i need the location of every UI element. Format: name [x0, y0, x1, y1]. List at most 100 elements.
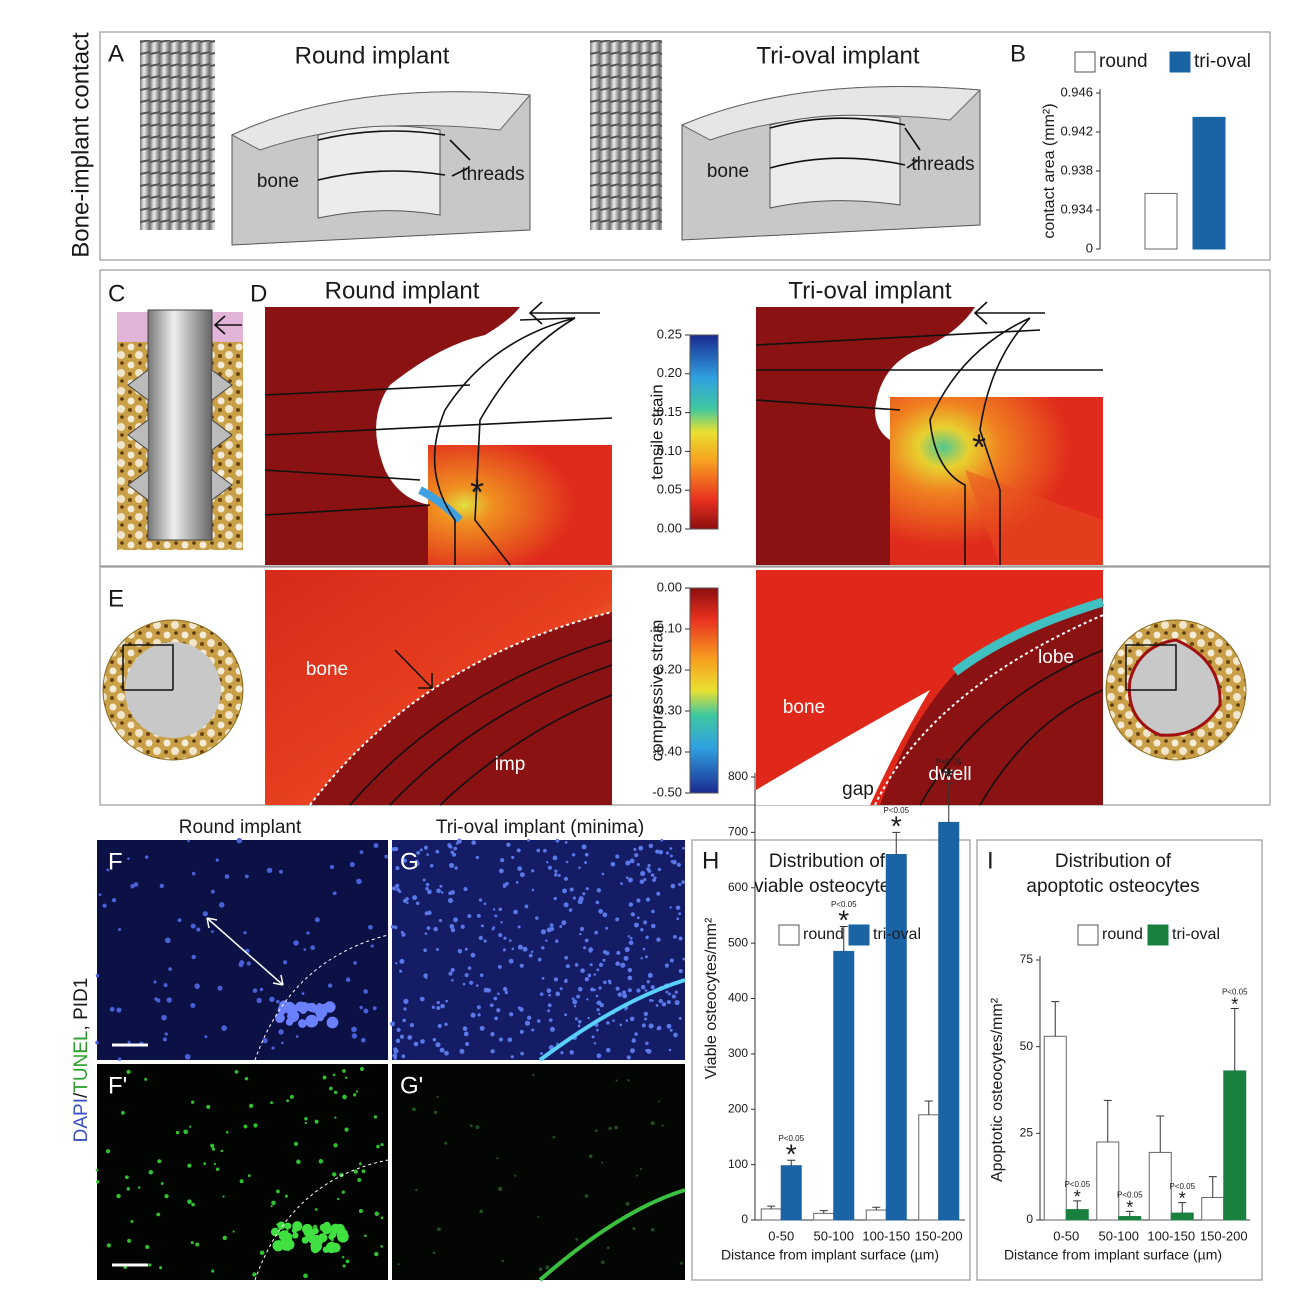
- x-tick-label: 100-150: [862, 1228, 910, 1243]
- error-bar: [1125, 1210, 1134, 1217]
- bar: [1223, 1070, 1247, 1221]
- error-bar: [944, 783, 953, 823]
- region-label: bone: [707, 161, 749, 182]
- colorbar-tick-label: 0.00: [657, 520, 682, 535]
- significance-label: P<0.05: [883, 806, 909, 815]
- chart-title: apoptotic osteocytes: [1026, 876, 1199, 897]
- cross-section: [1105, 619, 1247, 761]
- error-bar: [839, 926, 848, 952]
- chart-title: Distribution of: [1055, 851, 1172, 872]
- significance-mark: *: [1179, 1189, 1186, 1209]
- y-axis-label: contact area (mm²): [1041, 103, 1058, 238]
- panel-box: [99, 566, 1271, 806]
- panel-letter: G': [400, 1072, 423, 1099]
- colorbar-tick-label: -0.20: [652, 661, 682, 676]
- legend-swatch: [1147, 924, 1169, 946]
- colorbar-tick-label: 0.20: [657, 365, 682, 380]
- significance-label: P<0.05: [831, 900, 857, 909]
- significance-mark: *: [1231, 995, 1238, 1015]
- legend-swatch: [1074, 51, 1096, 73]
- error-bar: [1051, 1001, 1060, 1037]
- strain-map: *: [264, 301, 613, 566]
- strain-map: [756, 570, 1105, 806]
- region-label: gap: [842, 779, 874, 800]
- cross-section: [102, 619, 244, 761]
- colorbar-tick-label: -0.10: [652, 620, 682, 635]
- panel-box: [99, 269, 1271, 567]
- y-tick-label: 600: [728, 880, 748, 894]
- panel-title: Tri-oval implant: [788, 277, 951, 304]
- significance-label: P<0.05: [1117, 1191, 1143, 1200]
- stain-part: /: [71, 1092, 92, 1098]
- y-tick-label: 200: [728, 1101, 748, 1115]
- stain-part: , PID1: [71, 978, 92, 1031]
- x-tick-label: 0-50: [1053, 1228, 1079, 1243]
- panel-letter: F': [108, 1072, 127, 1099]
- panel-letter: E: [108, 585, 124, 612]
- panel-letter: G: [400, 848, 419, 875]
- y-tick-label: 0: [741, 1212, 748, 1226]
- panel-title: Round implant: [325, 277, 480, 304]
- error-bar: [1103, 1099, 1112, 1142]
- bar: [813, 1212, 835, 1221]
- colorbar-tick-label: -0.50: [652, 784, 682, 799]
- y-tick-label: 75: [1020, 952, 1034, 966]
- region-label: bone: [257, 171, 299, 192]
- y-tick-label: 400: [728, 991, 748, 1005]
- y-tick-label: 300: [728, 1046, 748, 1060]
- colorbar-tick-label: 0.25: [657, 326, 682, 341]
- colorbar-tick-label: 0.10: [657, 443, 682, 458]
- panel-title: Tri-oval implant: [756, 42, 919, 69]
- bar: [918, 1114, 940, 1221]
- panel-letter: F: [108, 848, 123, 875]
- error-bar: [1178, 1202, 1187, 1214]
- strain-map: [265, 570, 613, 806]
- x-tick-label: 100-150: [1147, 1228, 1195, 1243]
- stain-part: DAPI: [71, 1098, 92, 1142]
- bar: [885, 854, 907, 1221]
- x-axis-label: Distance from implant surface (µm): [1004, 1247, 1222, 1263]
- error-bar: [872, 1206, 881, 1211]
- y-tick-label: 0: [1086, 240, 1093, 255]
- legend-swatch: [848, 924, 870, 946]
- bar: [1201, 1196, 1225, 1221]
- bar: [1144, 192, 1178, 250]
- colorbar-tick-label: -0.30: [652, 702, 682, 717]
- legend-label: tri-oval: [873, 926, 921, 943]
- trioval-block: [680, 86, 982, 241]
- x-tick-label: 0-50: [768, 1228, 794, 1243]
- x-tick-label: 50-100: [814, 1228, 854, 1243]
- micrograph: [97, 1064, 388, 1280]
- bar: [833, 950, 855, 1221]
- significance-mark: *: [891, 811, 902, 842]
- panel-box: [99, 31, 1271, 261]
- panel-letter: D: [250, 280, 267, 307]
- y-tick-label: 0.946: [1060, 84, 1093, 99]
- y-tick-label: 0.938: [1060, 162, 1093, 177]
- y-tick-label: 25: [1020, 1126, 1034, 1140]
- micrograph: [392, 1064, 685, 1280]
- implant-diagram: [117, 309, 243, 550]
- error-bar: [1230, 1008, 1239, 1071]
- significance-label: P<0.05: [1222, 988, 1248, 997]
- x-tick-label: 150-200: [915, 1228, 963, 1243]
- bar: [1096, 1141, 1120, 1221]
- panel-letter: I: [987, 847, 994, 874]
- significance-mark: *: [838, 905, 849, 936]
- surface-line: [538, 1188, 686, 1282]
- asterisk: *: [470, 472, 484, 513]
- panel-title: Tri-oval implant (minima): [436, 817, 644, 838]
- surface-line: [254, 1159, 389, 1281]
- error-bar: [1156, 1115, 1165, 1153]
- panel-letter: C: [108, 280, 125, 307]
- colorbar-label: compressive strain: [647, 620, 666, 762]
- colorbar: [689, 587, 719, 794]
- legend-label: round: [803, 926, 844, 943]
- region-label: threads: [911, 154, 974, 175]
- legend-label: round: [1099, 51, 1148, 72]
- error-bar: [892, 831, 901, 855]
- colorbar-label: tensile strain: [647, 384, 666, 479]
- error-bar: [819, 1210, 828, 1214]
- panel-title: Round implant: [179, 817, 302, 838]
